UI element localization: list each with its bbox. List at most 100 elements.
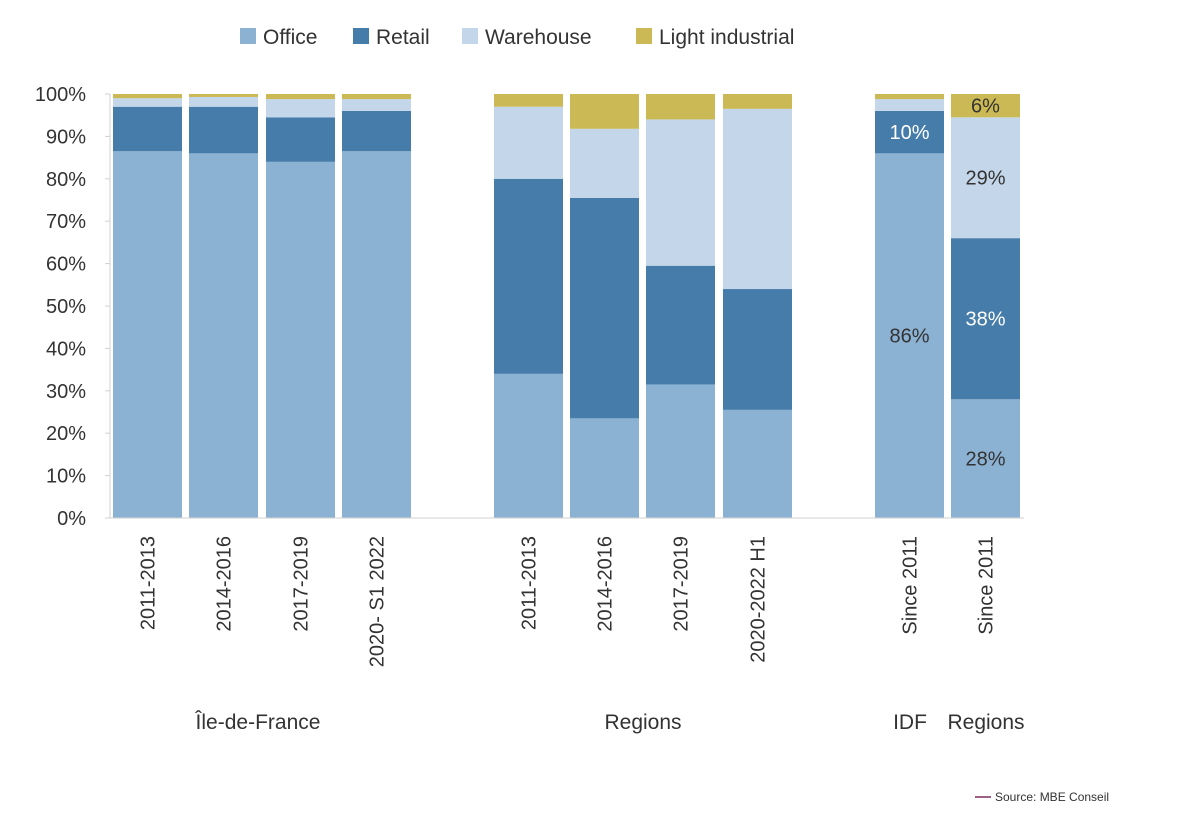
- legend-label-warehouse: Warehouse: [485, 26, 592, 49]
- bar-segment-warehouse: [189, 96, 258, 107]
- bar-segment-office: [951, 399, 1020, 518]
- source-note: Source: MBE Conseil: [975, 790, 1109, 804]
- bar-segment-light-industrial: [189, 94, 258, 97]
- y-tick-label: 60%: [46, 254, 86, 276]
- data-label: 6%: [971, 96, 1000, 118]
- bar-segment-office: [570, 418, 639, 518]
- bar-segment-office: [723, 409, 792, 518]
- bar-segment-office: [113, 151, 182, 519]
- bar-segment-office: [494, 373, 563, 518]
- legend-label-light-industrial: Light industrial: [659, 26, 794, 49]
- x-tick-label: 2017-2019: [291, 536, 313, 632]
- group-label-regions: Regions: [947, 711, 1024, 734]
- legend-swatch-office: [240, 28, 256, 44]
- bar-6: [570, 94, 639, 518]
- x-tick-label: 2011-2013: [138, 536, 160, 630]
- data-label: 10%: [889, 122, 929, 144]
- legend-label-office: Office: [263, 26, 317, 49]
- bar-segment-retail: [342, 110, 411, 152]
- x-axis: 2011-2013 2014-2016 2017-2019 2020- S1 2022…: [110, 517, 1025, 734]
- x-tick-label: 2011-2013: [519, 536, 541, 630]
- x-tick-label: 2014-2016: [214, 536, 236, 632]
- bar-segment-warehouse: [951, 117, 1020, 239]
- bar-segment-warehouse: [875, 99, 944, 111]
- legend-swatch-warehouse: [462, 28, 478, 44]
- legend-swatch-retail: [353, 28, 369, 44]
- bars: 86% 10% 28% 38% 29% 6%: [113, 94, 1020, 519]
- bar-segment-warehouse: [646, 119, 715, 266]
- bar-segment-retail: [570, 197, 639, 419]
- bar-segment-retail: [951, 238, 1020, 400]
- y-tick-label: 30%: [46, 381, 86, 403]
- data-label: 29%: [965, 168, 1005, 190]
- bar-segment-warehouse: [570, 128, 639, 198]
- y-axis: 0% 10% 20% 30% 40% 50% 60% 70% 80% 90% 100%: [35, 84, 111, 530]
- data-label: 28%: [965, 449, 1005, 471]
- y-tick-label: 10%: [46, 466, 86, 488]
- bar-4: [342, 94, 411, 519]
- bar-segment-office: [875, 153, 944, 519]
- bar-segment-warehouse: [723, 108, 792, 290]
- legend-label-retail: Retail: [376, 26, 430, 49]
- x-tick-label: 2014-2016: [595, 536, 617, 632]
- bar-segment-warehouse: [266, 99, 335, 118]
- group-label-regions: Regions: [604, 711, 681, 734]
- y-tick-label: 40%: [46, 338, 86, 360]
- bar-segment-retail: [494, 178, 563, 374]
- bar-segment-retail: [113, 106, 182, 152]
- bar-segment-light-industrial: [570, 94, 639, 129]
- legend-swatch-light-industrial: [636, 28, 652, 44]
- group-label-idf: IDF: [893, 711, 927, 734]
- bar-7: [646, 94, 715, 518]
- bar-5: [494, 94, 563, 518]
- bar-segment-retail: [875, 110, 944, 154]
- bar-segment-retail: [266, 117, 335, 162]
- bar-1: [113, 94, 182, 519]
- group-label-le-de-france: Île-de-France: [195, 711, 321, 734]
- bar-segment-office: [342, 151, 411, 519]
- data-label: 38%: [965, 309, 1005, 331]
- bar-2: [189, 94, 258, 519]
- bar-9: [875, 94, 944, 519]
- y-tick-label: 70%: [46, 211, 86, 233]
- y-tick-label: 0%: [57, 508, 86, 530]
- bar-segment-office: [646, 384, 715, 518]
- legend: Office Retail Warehouse Light industrial: [240, 26, 794, 49]
- bar-segment-retail: [723, 289, 792, 410]
- bar-10: [951, 94, 1020, 518]
- legend-item-retail: Retail: [353, 26, 430, 49]
- bar-8: [723, 94, 792, 518]
- bar-segment-office: [266, 161, 335, 518]
- bar-segment-warehouse: [494, 106, 563, 179]
- y-tick-label: 80%: [46, 169, 86, 191]
- y-tick-label: 20%: [46, 423, 86, 445]
- y-tick-label: 90%: [46, 126, 86, 148]
- data-label: 86%: [889, 326, 929, 348]
- x-tick-label: 2017-2019: [671, 536, 693, 632]
- bar-segment-office: [189, 153, 258, 519]
- bar-segment-light-industrial: [875, 94, 944, 100]
- x-tick-label: Since 2011: [976, 536, 998, 635]
- bar-segment-light-industrial: [723, 94, 792, 109]
- bar-segment-light-industrial: [113, 94, 182, 99]
- y-tick-label: 50%: [46, 296, 86, 318]
- bar-segment-light-industrial: [266, 94, 335, 100]
- bar-segment-light-industrial: [494, 94, 563, 107]
- bar-segment-warehouse: [342, 99, 411, 111]
- legend-item-warehouse: Warehouse: [462, 26, 592, 49]
- bar-segment-retail: [646, 265, 715, 385]
- x-tick-label: 2020- S1 2022: [367, 536, 389, 667]
- bar-segment-warehouse: [113, 98, 182, 107]
- bar-segment-retail: [189, 106, 258, 154]
- bar-3: [266, 94, 335, 518]
- legend-item-office: Office: [240, 26, 317, 49]
- bar-segment-light-industrial: [646, 94, 715, 120]
- bar-segment-light-industrial: [951, 94, 1020, 118]
- y-tick-label: 100%: [35, 84, 86, 106]
- legend-item-light-industrial: Light industrial: [636, 26, 794, 49]
- x-tick-label: 2020-2022 H1: [748, 536, 770, 663]
- x-tick-label: Since 2011: [900, 536, 922, 635]
- bar-segment-light-industrial: [342, 94, 411, 100]
- source-label: Source: MBE Conseil: [995, 790, 1109, 804]
